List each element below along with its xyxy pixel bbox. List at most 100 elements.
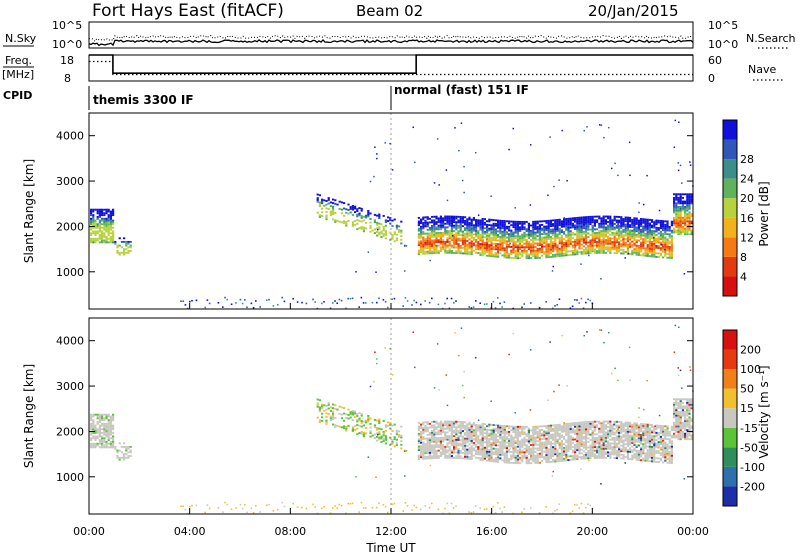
power-mark (587, 216, 590, 218)
velocity-mark (574, 433, 577, 435)
power-mark (457, 221, 460, 224)
velocity-mark (545, 426, 548, 429)
velocity-mark (459, 442, 462, 445)
power-mark (94, 225, 97, 227)
velocity-mark (622, 444, 625, 447)
power-mark (677, 206, 680, 208)
velocity-mark (635, 438, 638, 441)
power-mark (681, 227, 684, 230)
velocity-mark (624, 439, 627, 442)
power-mark (486, 254, 489, 257)
velocity-mark (620, 432, 623, 434)
velocity-mark (499, 437, 502, 440)
power-mark (582, 227, 585, 230)
velocity-mark (527, 453, 530, 456)
velocity-mark (534, 440, 537, 443)
velocity-mark (560, 434, 563, 437)
power-mark (552, 224, 555, 227)
power-mark (686, 218, 689, 221)
velocity-mark (433, 438, 436, 441)
power-mark (272, 305, 275, 307)
power-mark (327, 198, 330, 201)
power-mark (532, 226, 535, 229)
velocity-mark (549, 435, 552, 438)
power-mark (494, 232, 497, 234)
velocity-mark (492, 431, 495, 434)
power-mark (547, 248, 550, 251)
velocity-mark (578, 436, 581, 439)
power-mark (448, 217, 451, 220)
velocity-mark (439, 447, 442, 450)
power-mark (483, 250, 486, 253)
power-mark (483, 221, 486, 224)
velocity-mark (541, 456, 544, 459)
power-mark (103, 225, 106, 227)
power-mark (512, 233, 515, 236)
power-mark (679, 216, 682, 219)
power-mark (653, 223, 656, 225)
power-mark (486, 232, 489, 235)
power-mark (426, 232, 429, 235)
velocity-mark (618, 431, 621, 434)
velocity-mark (527, 447, 530, 450)
power-mark (439, 217, 442, 220)
velocity-mark (448, 445, 451, 448)
velocity-mark (563, 425, 566, 428)
power-mark (633, 230, 636, 232)
power-mark (494, 235, 497, 238)
power-mark (92, 208, 95, 211)
velocity-mark (428, 448, 431, 451)
power-mark (486, 227, 489, 230)
power-mark (424, 252, 427, 255)
power-mark (690, 198, 693, 201)
velocity-mark (563, 450, 566, 453)
velocity-mark (521, 460, 524, 463)
velocity-mark (602, 455, 605, 457)
velocity-mark (547, 443, 550, 445)
velocity-mark (424, 452, 427, 455)
power-mark (534, 249, 537, 252)
velocity-mark (481, 457, 484, 460)
velocity-mark (644, 425, 647, 428)
power-mark (642, 241, 645, 244)
velocity-mark (620, 426, 623, 429)
velocity-mark (466, 428, 469, 431)
power-mark (492, 224, 495, 227)
velocity-mark (626, 432, 629, 435)
power-mark (362, 302, 365, 304)
power-mark (450, 250, 453, 252)
velocity-mark (442, 436, 445, 439)
power-mark (659, 230, 662, 233)
power-mark (547, 230, 550, 233)
velocity-mark (354, 428, 357, 431)
power-mark (90, 234, 93, 237)
power-mark (107, 219, 110, 222)
velocity-mark (378, 433, 381, 435)
power-mark (538, 306, 541, 309)
power-mark (503, 249, 506, 252)
power-mark (541, 229, 544, 232)
power-mark (459, 234, 462, 237)
velocity-mark (444, 427, 447, 430)
power-mark (114, 242, 117, 245)
velocity-mark (536, 440, 539, 443)
power-ylabel: Slant Range [km] (22, 159, 36, 263)
velocity-mark (382, 439, 385, 442)
velocity-mark (604, 440, 607, 443)
power-mark (569, 237, 572, 240)
power-mark (468, 218, 471, 221)
velocity-mark (101, 422, 104, 425)
velocity-mark (94, 413, 97, 416)
power-mark (653, 252, 656, 254)
power-mark (376, 221, 379, 224)
velocity-mark (492, 453, 495, 456)
power-mark (483, 218, 486, 221)
power-mark (613, 243, 616, 245)
power-mark (580, 225, 583, 228)
velocity-mark (580, 445, 583, 448)
velocity-mark (431, 433, 434, 436)
power-mark (653, 230, 656, 233)
power-mark (479, 243, 482, 246)
velocity-mark (569, 455, 572, 458)
velocity-mark (556, 454, 559, 457)
